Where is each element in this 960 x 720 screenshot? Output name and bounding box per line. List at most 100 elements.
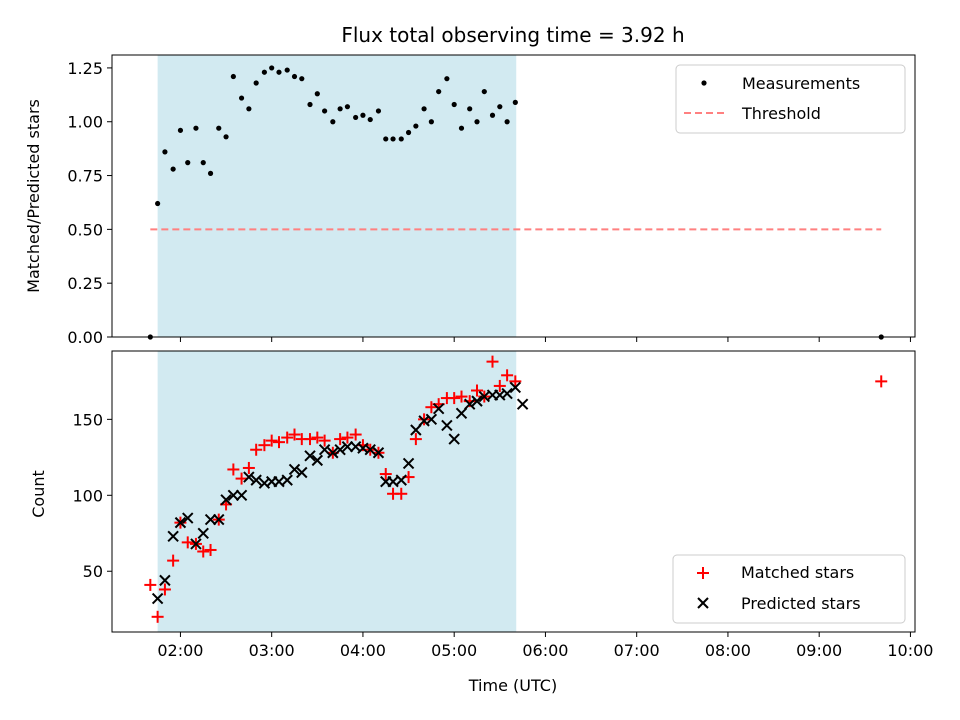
x-stroke-b <box>182 512 194 524</box>
bottom-legend: Matched stars Predicted stars <box>672 554 906 624</box>
bottom-plot-frame <box>111 350 916 633</box>
predicted-star-point <box>318 444 331 456</box>
measurement-point <box>269 65 275 71</box>
predicted-star-point <box>364 444 376 456</box>
x-stroke-b <box>304 450 316 462</box>
predicted-star-point <box>501 387 513 400</box>
x-tick-label: 10:00 <box>887 641 933 660</box>
predicted-star-point <box>281 474 293 486</box>
x-stroke-b <box>311 454 324 467</box>
predicted-star-point <box>372 447 385 459</box>
x-stroke-b <box>455 407 468 419</box>
measurement-point <box>337 106 343 112</box>
matched-star-point <box>167 554 180 567</box>
measurement-point <box>390 136 396 142</box>
measurement-point <box>216 125 222 131</box>
x-tick-label: 04:00 <box>340 641 386 660</box>
y-tick-label: 1.25 <box>67 59 103 78</box>
x-stroke-b <box>364 444 376 456</box>
x-stroke-b <box>243 471 255 483</box>
x-stroke-b <box>235 489 248 502</box>
measurement-point <box>444 76 450 82</box>
x-stroke-b <box>463 398 476 410</box>
matched-star-point <box>304 433 317 446</box>
x-stroke-b <box>159 574 171 587</box>
measurement-point <box>177 127 184 133</box>
matched-star-point <box>151 610 164 623</box>
y-tick-label: 0.50 <box>67 220 103 239</box>
x-stroke-b <box>174 516 187 529</box>
measurement-point <box>367 116 373 123</box>
matched-star-point <box>235 472 248 485</box>
predicted-star-point <box>151 592 164 605</box>
matched-star-point <box>181 536 194 549</box>
y-tick-label: 1.00 <box>67 113 103 132</box>
predicted-star-point <box>471 395 483 407</box>
x-stroke-b <box>250 474 262 486</box>
measurement-point <box>307 101 313 108</box>
measurement-point <box>207 170 214 176</box>
x-stroke-b <box>341 440 354 453</box>
x-stroke-b <box>213 513 225 526</box>
measurement-point <box>193 125 199 131</box>
measurement-point <box>436 88 442 95</box>
x-stroke-b <box>220 494 232 506</box>
measurement-point <box>330 119 336 125</box>
matched-star-point <box>493 379 506 392</box>
x-stroke-b <box>441 419 453 432</box>
x-axis-label: Time (UTC) <box>468 676 557 695</box>
x-stroke-b <box>501 387 513 400</box>
predicted-star-point <box>174 516 187 529</box>
measurement-point <box>474 119 480 125</box>
y-tick-label: 0.25 <box>67 274 103 293</box>
predicted-star-point <box>190 538 202 550</box>
x-stroke-b <box>432 403 445 415</box>
measurement-point <box>458 125 465 131</box>
matched-star-point <box>250 443 263 456</box>
x-stroke-b <box>204 513 217 526</box>
measurements-series <box>147 65 884 340</box>
x-stroke-b <box>494 389 506 401</box>
bottom-legend-box <box>672 554 906 624</box>
matched-star-point <box>281 431 294 444</box>
x-stroke-b <box>273 475 285 488</box>
x-stroke-b <box>151 592 164 605</box>
observing-window-shade-top <box>157 55 517 337</box>
measurement-point <box>200 160 206 166</box>
measurement-point <box>398 136 404 142</box>
y-tick-label: 100 <box>72 486 103 505</box>
measurement-point <box>383 136 389 142</box>
x-tick-label: 07:00 <box>614 641 660 660</box>
predicted-star-point <box>341 440 354 453</box>
measurement-point <box>185 160 191 166</box>
measurement-point <box>413 123 419 129</box>
predicted-star-point <box>516 398 529 410</box>
x-stroke-b <box>509 381 522 394</box>
predicted-star-point <box>235 489 248 502</box>
top-y-axis-ticks: 0.00 0.25 0.50 0.75 1.00 1.25 <box>67 59 112 347</box>
predicted-star-point <box>204 513 217 526</box>
measurement-point <box>489 112 496 118</box>
measurement-point <box>223 134 229 140</box>
predicted-star-point <box>213 513 225 526</box>
x-stroke-b <box>281 474 293 486</box>
x-tick-label: 05:00 <box>431 641 477 660</box>
x-stroke-b <box>227 489 240 502</box>
x-stroke-b <box>471 395 483 407</box>
measurement-point <box>467 106 473 112</box>
measurement-point <box>353 114 359 121</box>
measurement-point <box>299 76 305 82</box>
top-x-axis-ticks <box>179 337 911 342</box>
measurement-point <box>512 99 518 105</box>
bottom-y-axis-label: Count <box>29 470 48 518</box>
predicted-star-point <box>296 466 308 479</box>
top-legend: Measurements Threshold <box>675 64 906 134</box>
measurement-point <box>497 104 503 110</box>
predicted-star-point <box>455 407 468 419</box>
bottom-x-axis-ticks: 02:00 03:00 04:00 05:00 06:00 07:00 08:00 09:00… <box>157 632 933 660</box>
measurement-point <box>246 106 252 112</box>
predicted-star-point <box>425 413 438 426</box>
matched-star-point <box>341 431 354 444</box>
measurement-point <box>314 91 320 97</box>
predicted-star-point <box>243 471 255 483</box>
